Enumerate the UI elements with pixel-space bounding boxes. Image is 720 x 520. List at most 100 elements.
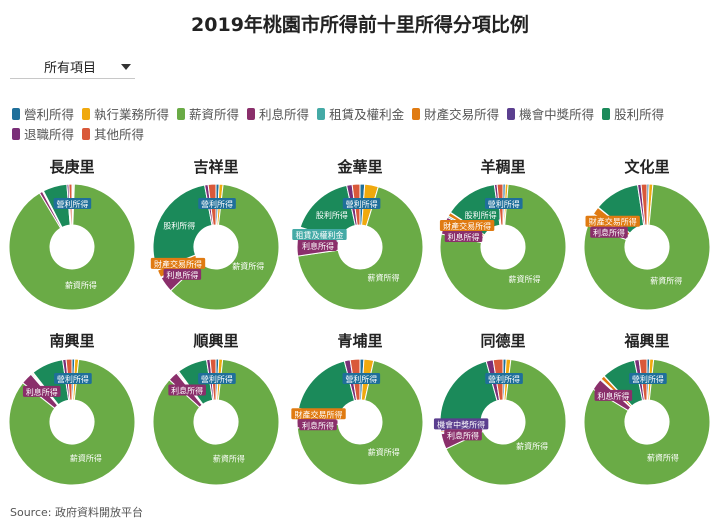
slice-label: 營利所得 — [201, 374, 233, 384]
donut-title: 同德里 — [480, 332, 525, 350]
source-note: Source: 政府資料開放平台 — [10, 506, 143, 519]
legend-item[interactable]: 機會中獎所得 — [507, 105, 594, 125]
donut-title: 吉祥里 — [193, 158, 238, 176]
donut-slice[interactable] — [439, 183, 567, 311]
legend-item[interactable]: 財產交易所得 — [412, 105, 499, 125]
slice-label: 薪資所得 — [516, 441, 548, 451]
donut-title: 青埔里 — [337, 332, 382, 350]
legend-label: 營利所得 — [24, 107, 75, 122]
slice-label: 利息所得 — [597, 391, 629, 401]
legend-swatch — [412, 108, 421, 120]
donut-slice[interactable] — [439, 360, 498, 424]
legend-label: 執行業務所得 — [94, 107, 170, 122]
slice-label-box — [163, 268, 202, 280]
slice-label-box — [299, 240, 337, 252]
slice-label: 營利所得 — [488, 199, 520, 209]
legend-item[interactable]: 股利所得 — [602, 105, 664, 125]
slice-label: 營利所得 — [345, 374, 377, 384]
legend-swatch — [82, 108, 91, 120]
slice-label: 利息所得 — [26, 387, 58, 397]
slice-label: 薪資所得 — [368, 447, 400, 457]
slice-label: 利息所得 — [302, 420, 334, 430]
slice-label-box — [590, 226, 628, 238]
slice-label-box — [299, 419, 337, 431]
legend-item[interactable]: 薪資所得 — [177, 105, 239, 125]
donut-slice[interactable] — [583, 358, 711, 486]
legend-item[interactable]: 其他所得 — [82, 125, 144, 145]
slice-label: 營利所得 — [346, 199, 378, 209]
legend-swatch — [12, 128, 20, 140]
legend-label: 租賃及權利金 — [329, 107, 405, 122]
category-dropdown[interactable]: 所有項目 — [10, 56, 135, 79]
legend-item[interactable]: 租賃及權利金 — [317, 105, 404, 125]
legend-swatch — [602, 108, 611, 120]
dropdown-selected-label: 所有項目 — [44, 61, 97, 76]
donut-slice[interactable] — [297, 186, 424, 311]
slice-label: 薪資所得 — [213, 454, 245, 464]
slice-label: 財產交易所得 — [589, 217, 637, 227]
legend-swatch — [82, 128, 91, 140]
chevron-down-icon — [121, 64, 131, 70]
legend-item[interactable]: 營利所得 — [12, 105, 74, 125]
legend-swatch — [317, 108, 326, 120]
slice-label: 薪資所得 — [650, 275, 682, 285]
slice-label: 股利所得 — [316, 210, 348, 220]
donut-slice[interactable] — [445, 358, 567, 486]
donut-slice[interactable] — [8, 183, 136, 311]
legend-item[interactable]: 利息所得 — [247, 105, 309, 125]
slice-label-box — [168, 384, 206, 396]
slice-label-box — [433, 418, 489, 430]
legend-label: 財產交易所得 — [424, 107, 500, 122]
slice-label: 租賃及權利金 — [295, 230, 343, 240]
slice-label-box — [585, 215, 640, 227]
legend-label: 薪資所得 — [189, 107, 240, 122]
legend-swatch — [177, 108, 186, 120]
slice-label: 財產交易所得 — [295, 409, 343, 419]
slice-label: 利息所得 — [302, 241, 334, 251]
donut-charts: 長庚里營利所得薪資所得吉祥里營利所得股利所得財產交易所得利息所得薪資所得金華里營… — [8, 158, 711, 486]
slice-label: 利息所得 — [447, 430, 479, 440]
slice-label-box — [198, 198, 236, 210]
slice-label: 股利所得 — [163, 221, 195, 231]
donut-title: 南興里 — [49, 332, 94, 350]
slice-label-box — [444, 429, 482, 441]
slice-label: 薪資所得 — [70, 453, 102, 463]
legend-label: 其他所得 — [94, 127, 145, 142]
slice-label: 營利所得 — [56, 199, 88, 209]
slice-label: 利息所得 — [448, 232, 480, 242]
slice-label: 股利所得 — [465, 210, 497, 220]
slice-label: 財產交易所得 — [443, 221, 491, 231]
donut-slice[interactable] — [8, 358, 136, 486]
slice-label-box — [292, 229, 347, 241]
slice-label-box — [22, 385, 61, 397]
slice-label: 利息所得 — [171, 385, 203, 395]
donut-slice[interactable] — [152, 358, 280, 486]
legend-swatch — [247, 108, 256, 120]
slice-label: 營利所得 — [488, 374, 520, 384]
slice-label: 財產交易所得 — [154, 259, 202, 269]
slice-label-box — [53, 198, 92, 210]
legend-item[interactable]: 執行業務所得 — [82, 105, 169, 125]
donut-title: 金華里 — [336, 158, 382, 176]
slice-label-box — [594, 389, 633, 401]
donut-title: 福興里 — [623, 332, 669, 350]
donut-slice[interactable] — [296, 359, 424, 486]
slice-label-box — [444, 231, 483, 243]
donut-slice[interactable] — [640, 183, 648, 226]
legend: 營利所得 執行業務所得 薪資所得 利息所得 租賃及權利金 財產交易所得 機會中獎所得 股利所得… — [12, 105, 702, 145]
legend-item[interactable]: 退職所得 — [12, 125, 74, 145]
slice-label-box — [461, 209, 500, 221]
slice-label-box — [313, 209, 351, 221]
chart-title: 2019年桃園市所得前十里所得分項比例 — [191, 14, 529, 36]
slice-label: 利息所得 — [166, 270, 198, 280]
slice-label: 薪資所得 — [647, 452, 679, 462]
legend-swatch — [507, 108, 516, 120]
slice-label: 薪資所得 — [367, 272, 399, 282]
donut-slice[interactable] — [583, 183, 711, 311]
